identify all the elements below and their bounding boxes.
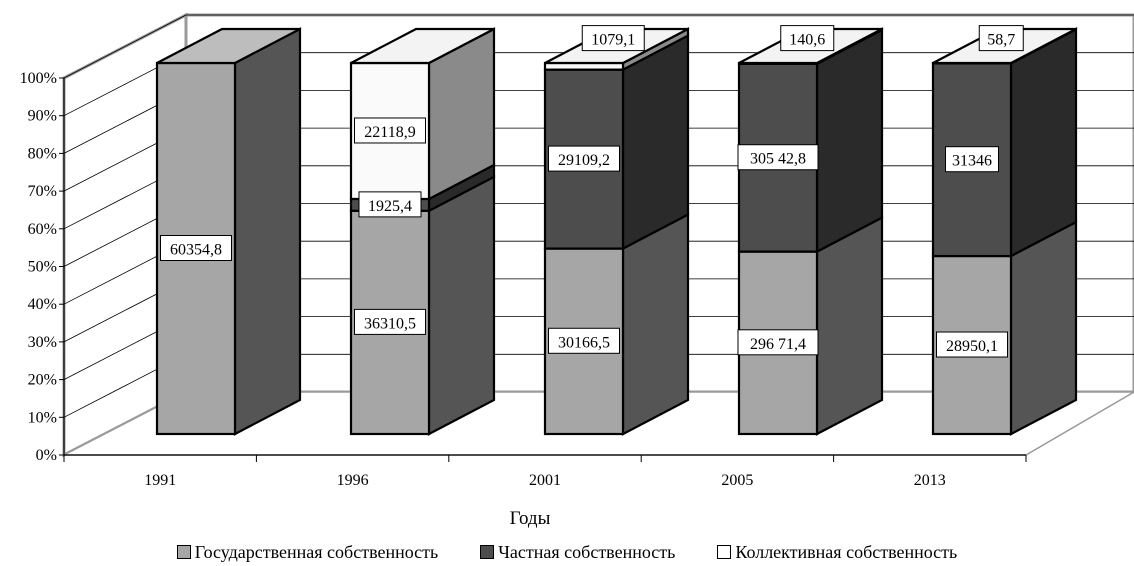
bar-side: [621, 212, 690, 436]
data-label-box: [737, 144, 819, 171]
x-tick-label: 2013: [914, 472, 946, 489]
data-label: 31346: [952, 153, 992, 170]
data-label-box: [936, 331, 1008, 358]
legend-item-collective: Коллективная собственность: [717, 540, 957, 564]
data-label: 1925,4: [368, 198, 412, 215]
chart-data-labels: 60354,8 36310,5 1925,4 22118,9 30166,5 29109,…: [160, 25, 1024, 358]
x-tick-label: 1991: [144, 472, 176, 489]
gridline-side: [63, 14, 187, 79]
data-label-box: [358, 191, 422, 218]
legend-item-private: Частная собственность: [480, 540, 675, 564]
data-label: 28950,1: [946, 338, 998, 355]
data-label-box: [737, 329, 819, 356]
data-label-box: [780, 25, 835, 52]
bar-side: [233, 27, 302, 436]
bar-top: [156, 27, 301, 65]
y-tick-label: 30%: [28, 334, 57, 351]
data-label: 58,7: [987, 32, 1015, 49]
data-label-box: [581, 25, 645, 52]
data-label-box: [548, 145, 620, 172]
legend-item-state: Государственная собственность: [176, 540, 439, 564]
bar-side: [815, 215, 884, 436]
y-tick-label: 10%: [28, 409, 57, 426]
legend-swatch-private: [480, 545, 495, 559]
data-label: 296 71,4: [750, 336, 806, 353]
chart-legend: Государственная собственность Частная со…: [0, 540, 1134, 564]
bar-side: [427, 174, 496, 436]
chart-axes: 0% 10% 20% 30% 40% 50% 60% 70% 80% 90% 100% 1991 199…: [20, 70, 1027, 489]
bar-side: [1009, 27, 1078, 258]
y-tick-label: 50%: [28, 259, 57, 276]
data-label: 22118,9: [364, 124, 415, 141]
legend-label-collective: Коллективная собственность: [735, 541, 958, 562]
bar-top: [350, 27, 495, 65]
y-tick-label: 40%: [28, 296, 57, 313]
x-tick-label: 1996: [337, 472, 369, 489]
data-label: 1079,1: [591, 32, 635, 49]
data-label: 30166,5: [558, 334, 610, 351]
y-tick-label: 20%: [28, 372, 57, 389]
bar-side: [1009, 220, 1078, 436]
data-label: 305 42,8: [750, 151, 806, 168]
y-tick-label: 60%: [28, 221, 57, 238]
data-label-box: [354, 308, 426, 335]
data-label: 60354,8: [170, 242, 222, 259]
data-label-box: [160, 235, 232, 261]
legend-label-state: Государственная собственность: [194, 541, 439, 562]
x-tick-label: 2001: [529, 472, 561, 489]
data-label-box: [354, 117, 426, 144]
y-tick-label: 0%: [36, 447, 57, 464]
data-label-box: [945, 146, 999, 173]
x-tick-label: 2005: [721, 472, 753, 489]
legend-swatch-collective: [717, 545, 732, 559]
x-axis-title: Годы: [510, 508, 551, 529]
y-tick-label: 100%: [20, 70, 57, 87]
y-tick-label: 80%: [28, 145, 57, 162]
data-label: 29109,2: [558, 152, 610, 169]
bar-side: [621, 33, 690, 251]
data-label-box: [548, 327, 620, 354]
data-label-box: [978, 25, 1024, 52]
chart-bars: [155, 27, 1078, 436]
bar-side: [815, 28, 884, 254]
legend-label-private: Частная собственность: [498, 541, 676, 562]
y-tick-label: 70%: [28, 183, 57, 200]
data-label: 140,6: [789, 32, 825, 49]
y-tick-label: 90%: [28, 108, 57, 125]
legend-swatch-state: [176, 545, 191, 559]
data-label: 36310,5: [364, 315, 416, 332]
